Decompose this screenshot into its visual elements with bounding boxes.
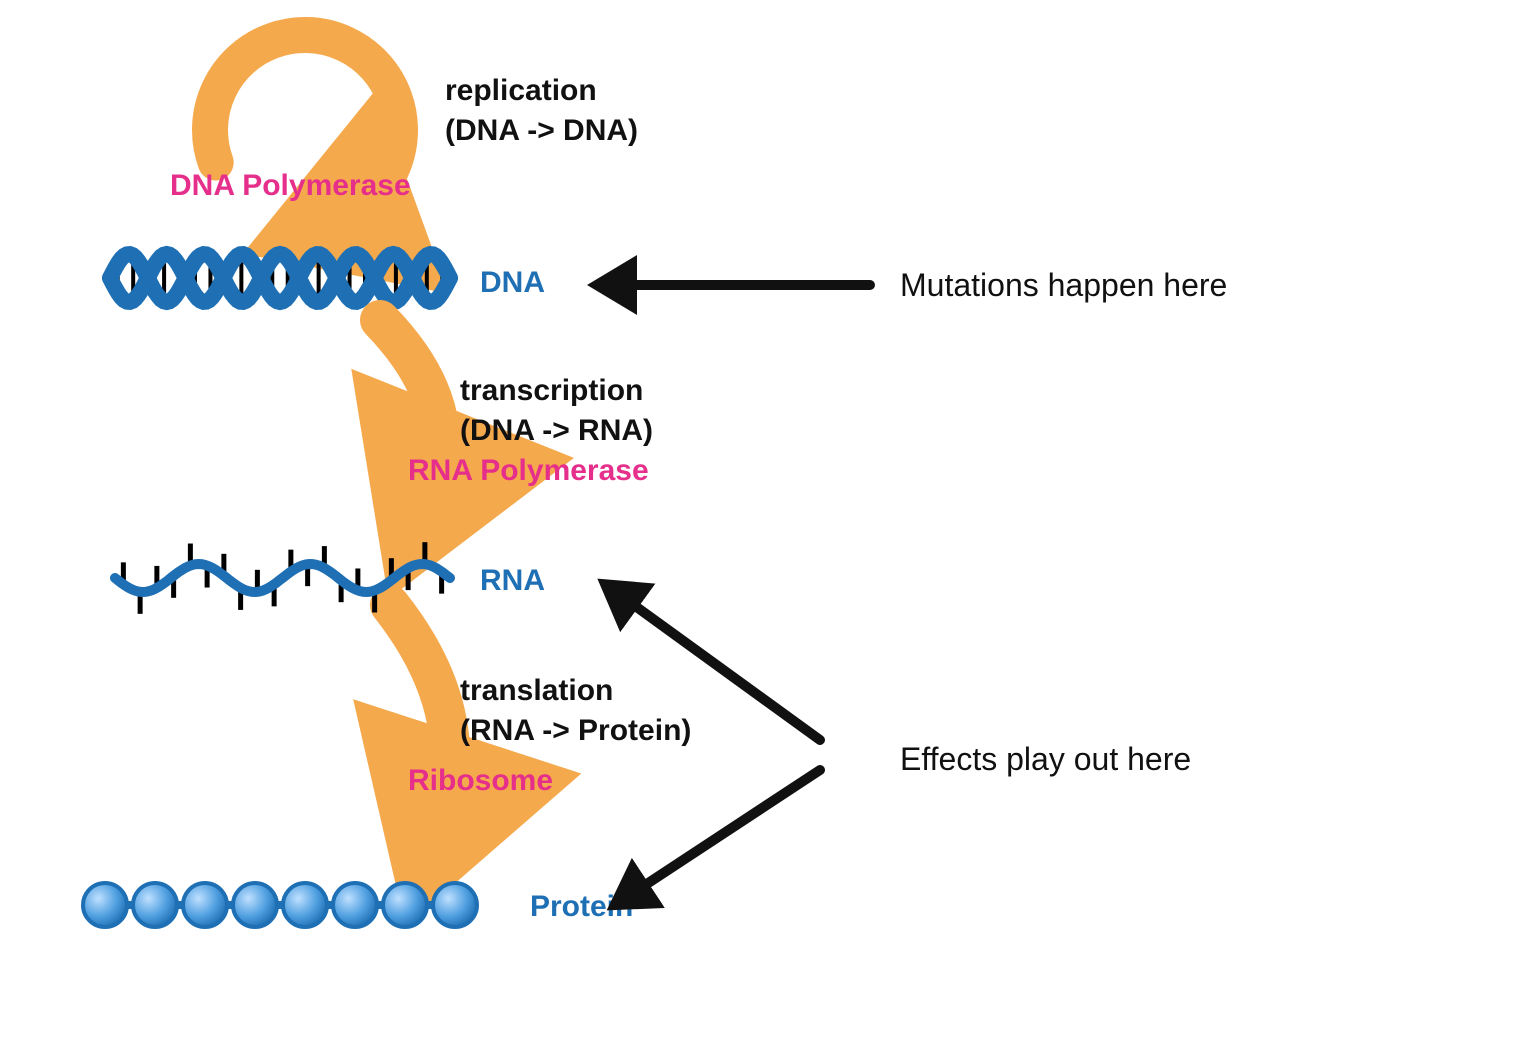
protein-label: Protein <box>530 890 633 923</box>
mutations-annotation: Mutations happen here <box>900 267 1227 303</box>
transcription-title: transcription <box>460 374 643 407</box>
protein-molecule <box>83 883 477 927</box>
rna-label: RNA <box>480 564 545 597</box>
translation-sub: (RNA -> Protein) <box>460 714 691 747</box>
effects-annotation: Effects play out here <box>900 741 1191 777</box>
effects-arrow-down <box>630 770 820 895</box>
replication-title: replication <box>445 74 597 107</box>
translation-title: translation <box>460 674 613 707</box>
dna-label: DNA <box>480 266 545 299</box>
replication-sub: (DNA -> DNA) <box>445 114 638 147</box>
dna-polymerase-label: DNA Polymerase <box>170 169 411 202</box>
transcription-sub: (DNA -> RNA) <box>460 414 653 447</box>
dna-molecule <box>110 254 450 302</box>
rna-polymerase-label: RNA Polymerase <box>408 454 649 487</box>
ribosome-label: Ribosome <box>408 764 553 797</box>
